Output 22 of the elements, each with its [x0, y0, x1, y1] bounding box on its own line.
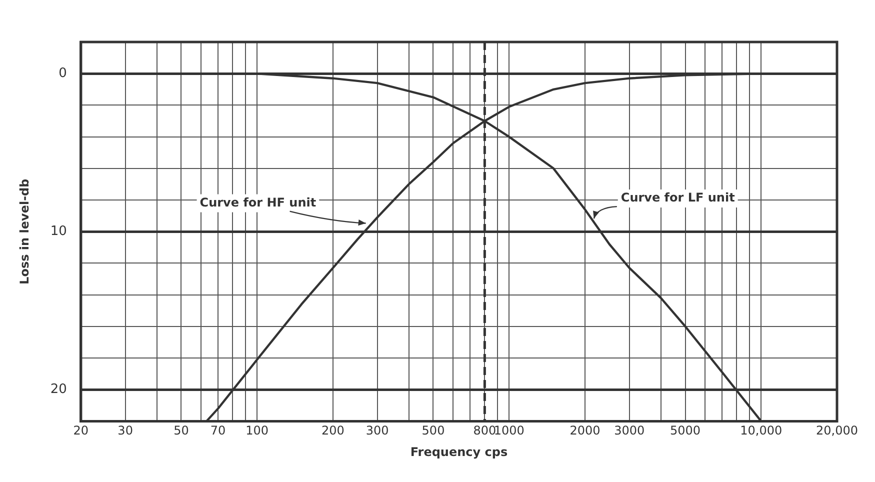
- x-tick-label: 50: [174, 424, 189, 438]
- y-axis-title: Loss in level-db: [17, 178, 32, 284]
- x-tick-label: 100: [246, 424, 269, 438]
- y-tick-label: 10: [50, 224, 67, 239]
- x-axis-title: Frequency cps: [410, 444, 508, 459]
- x-tick-label: 800: [473, 424, 496, 438]
- x-tick-label: 3000: [614, 424, 645, 438]
- annotation: Curve for LF unit: [620, 190, 736, 205]
- x-tick-label: 20: [73, 424, 89, 438]
- annotation: Curve for HF unit: [200, 195, 316, 210]
- y-tick-label: 0: [58, 66, 67, 81]
- x-tick-label: 1000: [494, 424, 524, 438]
- x-tick-label: 5000: [670, 424, 701, 438]
- x-tick-label: 2000: [570, 424, 600, 438]
- x-tick-label: 30: [118, 424, 133, 438]
- x-tick-label: 200: [322, 424, 344, 438]
- y-tick-label: 20: [50, 382, 67, 397]
- x-tick-label: 300: [366, 424, 389, 438]
- x-tick-label: 10,000: [740, 424, 782, 438]
- x-tick-label: 500: [422, 424, 445, 438]
- x-tick-label: 20,000: [816, 424, 858, 438]
- x-tick-label: 70: [210, 424, 226, 438]
